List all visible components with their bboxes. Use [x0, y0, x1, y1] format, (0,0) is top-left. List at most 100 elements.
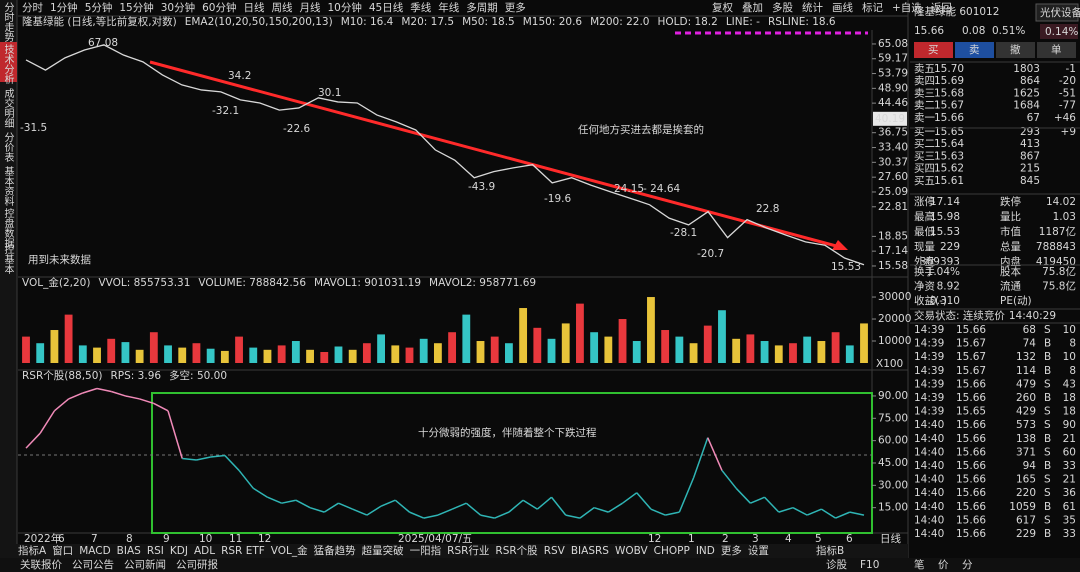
period-tab[interactable]: 5分钟 — [85, 1, 113, 14]
rsr-segment — [664, 511, 680, 516]
book-label: 卖二 — [914, 100, 935, 112]
indicator-tab[interactable]: RSR ETF — [221, 545, 265, 557]
volume-bar — [505, 343, 513, 363]
period-tab[interactable]: 年线 — [438, 1, 459, 14]
indicator-tab[interactable]: VOL_金 — [271, 544, 308, 557]
indicator-tab[interactable]: ADL — [194, 545, 215, 557]
panel-tab[interactable]: 价 — [938, 559, 949, 571]
tick-side: B — [1044, 460, 1051, 472]
volume-bar — [732, 338, 741, 363]
sidebar-bg — [0, 0, 17, 548]
rsr-segment — [96, 387, 112, 393]
sidebar-tab[interactable]: 基本资料 — [2, 165, 14, 207]
trade-button-label[interactable]: 卖 — [969, 44, 980, 56]
indicator-tab[interactable]: RSR行业 — [447, 544, 489, 557]
sidebar-tab[interactable]: 分时走势 — [2, 2, 14, 43]
indicator-tab[interactable]: RSV — [544, 545, 566, 557]
tool-button[interactable]: 返回 — [931, 2, 952, 14]
tool-button[interactable]: 画线 — [832, 1, 853, 14]
tool-button[interactable]: 叠加 — [742, 2, 763, 14]
book-change: -51 — [1059, 87, 1076, 99]
x-tick-label: 5 — [815, 533, 822, 545]
period-tab[interactable]: 月线 — [300, 1, 321, 14]
indicator-tab[interactable]: 指标A — [18, 544, 47, 557]
footer-link[interactable]: 诊股 — [826, 558, 847, 571]
period-tab[interactable]: 1分钟 — [50, 1, 78, 14]
period-tab[interactable]: 多周期 — [466, 1, 498, 14]
indicator-tab[interactable]: 设置 — [748, 545, 769, 557]
rsr-segment — [409, 511, 424, 519]
sector[interactable]: 光伏设备 — [1040, 6, 1080, 19]
x-tick-label: 1 — [688, 533, 695, 545]
tool-button[interactable]: 标记 — [862, 2, 883, 14]
trade-button[interactable] — [955, 42, 994, 58]
volume-bar — [121, 342, 130, 363]
trade-button[interactable] — [996, 42, 1035, 58]
tool-button[interactable]: 复权 — [712, 1, 733, 14]
tick-price: 15.66 — [956, 528, 986, 540]
period-tab[interactable]: 60分钟 — [202, 1, 236, 14]
period-tab[interactable]: 分时 — [22, 2, 43, 14]
period-tab[interactable]: 10分钟 — [328, 1, 362, 14]
rsr-segment — [437, 508, 453, 516]
y-tick-label: 30000 — [878, 291, 911, 303]
indicator-tab[interactable]: RSR个股 — [495, 545, 538, 557]
panel-tab[interactable]: 笔 — [914, 558, 925, 571]
rsr-segment — [707, 437, 723, 471]
indicator-tab[interactable]: WOBV — [615, 545, 649, 557]
indicator-tab[interactable]: MACD — [79, 545, 110, 557]
sidebar-tab[interactable]: 技术分析 — [2, 43, 14, 85]
trade-button[interactable] — [1037, 42, 1076, 58]
stat-label: 换手 — [914, 265, 935, 278]
indicator-tab[interactable]: KDJ — [170, 545, 188, 557]
sidebar-tab[interactable]: 控基本 — [2, 243, 14, 275]
rsr-segment — [139, 398, 155, 405]
period-tab[interactable]: 更多 — [505, 1, 526, 14]
book-change: -20 — [1059, 75, 1076, 87]
footer-link[interactable]: 公司研报 — [176, 558, 218, 571]
indicator-tab[interactable]: RSI — [147, 545, 164, 557]
indicator-tab[interactable]: BIASRS — [571, 545, 609, 557]
sidebar-tab[interactable]: 成交明细 — [2, 88, 14, 128]
tool-button[interactable]: 多股 — [772, 1, 793, 14]
period-tab[interactable]: 季线 — [410, 1, 431, 14]
indicator-tab[interactable]: 猛备趋势 — [314, 544, 356, 557]
panel-tab[interactable]: 分 — [962, 559, 973, 571]
trade-button-label[interactable]: 撤 — [1010, 43, 1021, 56]
y-tick-label: 45.00 — [878, 457, 908, 469]
tick-time: 14:40 — [914, 474, 944, 486]
footer-link[interactable]: 关联报价 — [20, 558, 62, 571]
indicator-tab[interactable]: 更多 — [721, 544, 742, 557]
indicator-tab[interactable]: IND — [696, 545, 715, 557]
indicator-tab[interactable]: BIAS — [117, 545, 141, 557]
footer-link[interactable]: 公司公告 — [72, 558, 114, 571]
x-tick-label: 8 — [126, 533, 133, 545]
trade-button-label[interactable]: 买 — [928, 44, 939, 56]
footer-link[interactable]: F10 — [860, 559, 879, 571]
change-pct: 0.51% — [992, 25, 1025, 37]
period-tab[interactable]: 30分钟 — [161, 1, 195, 14]
tick-side: S — [1044, 514, 1051, 526]
x-tick-label: 2025/04/07/五 — [398, 533, 473, 545]
indicator-tab[interactable]: 超量突破 — [362, 544, 404, 557]
indicator-tab[interactable]: 一阳指 — [410, 544, 442, 557]
sidebar-tab[interactable]: 分价表 — [2, 132, 14, 163]
period-tab[interactable]: 日线 — [244, 1, 265, 14]
indicator-tab[interactable]: CHOPP — [654, 545, 690, 557]
rsr-segment — [224, 455, 240, 471]
tick-time: 14:40 — [914, 528, 944, 540]
tool-button[interactable]: 统计 — [802, 1, 823, 14]
indicator-tab[interactable]: 窗口 — [52, 544, 73, 557]
period-tab[interactable]: 45日线 — [369, 1, 404, 14]
sidebar-tab[interactable]: 控盘数据 — [2, 207, 14, 249]
indicator-tab[interactable]: 指标B — [816, 544, 844, 557]
volume-bar — [718, 310, 726, 363]
period-tab[interactable]: 周线 — [272, 1, 293, 14]
tool-button[interactable]: +自选 — [892, 1, 922, 14]
period-tab[interactable]: 15分钟 — [119, 1, 153, 14]
trade-button[interactable] — [914, 42, 953, 58]
trade-button-label[interactable]: 单 — [1051, 44, 1062, 56]
x-tick-label: 10 — [199, 533, 212, 545]
footer-link[interactable]: 公司新闻 — [124, 558, 166, 571]
y-tick-label: 90.00 — [878, 390, 908, 402]
